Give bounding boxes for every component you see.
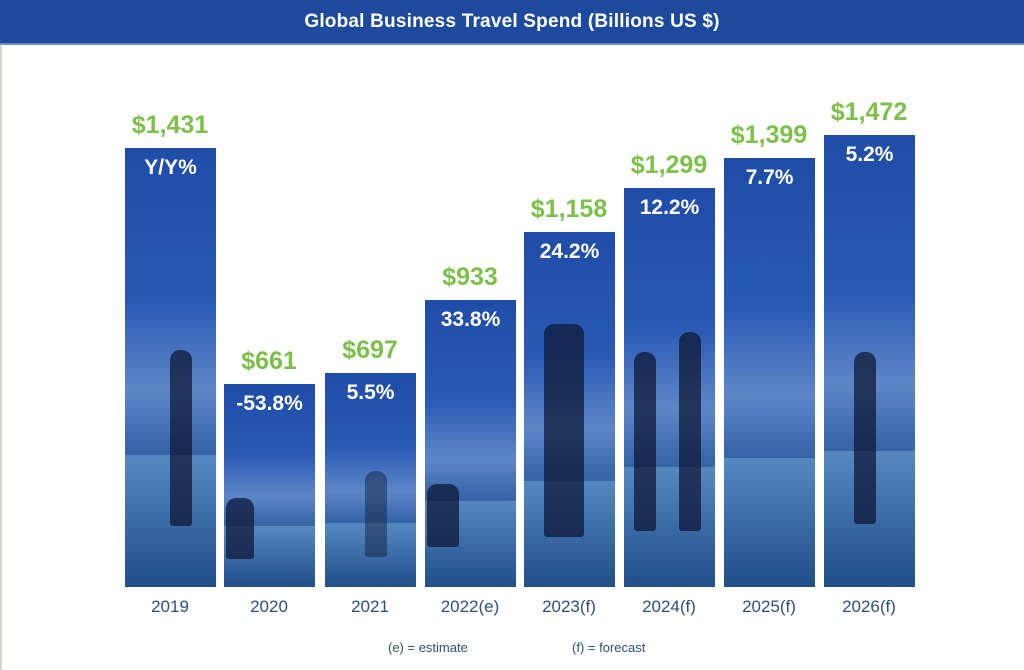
x-tick-2020: 2020 <box>250 597 288 616</box>
pct-label-2021: 5.5% <box>346 381 395 404</box>
chart-title: Global Business Travel Spend (Billions U… <box>304 10 720 32</box>
traveler-silhouette-icon <box>365 471 387 558</box>
value-label-2023: $1,158 <box>530 195 608 223</box>
x-tick-2025: 2025(f) <box>742 597 796 616</box>
bar-2019: Y/Y% <box>125 148 216 587</box>
pct-label-2019: Y/Y% <box>144 156 197 179</box>
bar-2026: 5.2% <box>824 135 915 587</box>
pct-label-2020: -53.8% <box>236 392 303 415</box>
x-tick-2022: 2022(e) <box>440 597 500 616</box>
value-label-2024: $1,299 <box>630 151 708 179</box>
x-tick-2026: 2026(f) <box>842 597 896 616</box>
chart-title-bar: Global Business Travel Spend (Billions U… <box>0 0 1024 45</box>
x-tick-2019: 2019 <box>151 597 189 616</box>
bar-2020: -53.8% <box>224 384 315 587</box>
pct-label-2023: 24.2% <box>539 240 600 263</box>
traveler-silhouette-icon <box>679 331 701 532</box>
luggage-silhouette-icon <box>427 483 459 547</box>
bar-2021: 5.5% <box>325 373 416 587</box>
x-tick-2023: 2023(f) <box>542 597 596 616</box>
bar-2025: 7.7% <box>724 158 815 587</box>
traveler-silhouette-icon <box>544 324 584 538</box>
bar-2023: 24.2% <box>524 232 615 587</box>
footnote-forecast: (f) = forecast <box>572 640 646 655</box>
value-label-2021: $697 <box>342 336 398 364</box>
value-label-2022: $933 <box>442 263 498 291</box>
bar-2024: 12.2% <box>624 188 715 587</box>
pct-label-2022: 33.8% <box>440 308 501 331</box>
bar-2022: 33.8% <box>425 300 516 587</box>
x-tick-2024: 2024(f) <box>642 597 696 616</box>
value-label-2025: $1,399 <box>730 121 808 149</box>
value-label-2026: $1,472 <box>830 98 908 126</box>
left-border <box>0 45 2 670</box>
pct-label-2024: 12.2% <box>639 196 700 219</box>
footnote-estimate: (e) = estimate <box>388 640 468 655</box>
bar-floor <box>325 522 416 587</box>
traveler-silhouette-icon <box>634 351 656 532</box>
traveler-silhouette-icon <box>170 349 192 526</box>
pct-label-2025: 7.7% <box>745 166 794 189</box>
value-label-2019: $1,431 <box>131 111 209 139</box>
x-tick-2021: 2021 <box>351 597 389 616</box>
traveler-silhouette-icon <box>854 351 876 524</box>
bar-floor <box>724 458 815 587</box>
pct-label-2026: 5.2% <box>845 143 894 166</box>
luggage-silhouette-icon <box>226 497 254 559</box>
value-label-2020: $661 <box>241 347 297 375</box>
